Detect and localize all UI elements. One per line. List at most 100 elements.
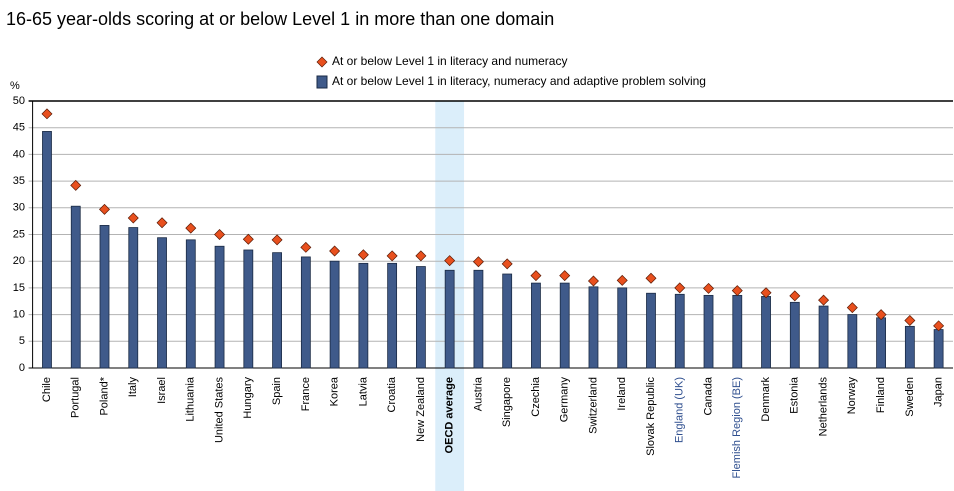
legend-marker [316,56,328,68]
bar [415,266,426,369]
x-tick-label: Israel [156,377,168,404]
bar [272,252,282,369]
x-tick-label: Germany [559,377,571,423]
bar [42,131,52,369]
bar [761,296,771,369]
bar [847,314,858,369]
x-tick-label: Portugal [70,377,82,418]
diamond-marker [875,309,887,321]
x-tick-label: Austria [472,376,484,411]
bar [185,239,196,369]
bar [531,282,541,369]
bar [646,292,656,369]
diamond-marker [185,222,197,234]
bar [789,301,800,369]
diamond-marker [530,270,542,282]
y-tick-label: 25 [13,228,25,240]
y-tick-label: 20 [13,255,25,267]
diamond-marker [300,241,312,253]
y-axis-label: % [10,80,20,92]
diamond-marker [616,274,628,286]
x-tick-label: Spain [271,377,283,405]
diamond-marker [329,245,341,257]
diamond-marker [933,320,945,332]
diamond-marker [444,255,456,267]
x-tick-label: Estonia [789,376,801,414]
y-tick-label: 45 [13,122,25,134]
diamond-marker [904,314,916,326]
bar [876,317,886,369]
bar [358,262,369,369]
x-tick-label: Flemish Region (BE) [731,377,743,478]
diamond-marker [645,272,657,284]
bar [243,249,254,369]
bar [617,287,628,369]
y-tick-label: 5 [19,335,25,347]
bar [99,225,110,369]
x-tick-label: Switzerland [587,377,599,434]
y-tick-label: 40 [13,148,25,160]
x-tick-label: Croatia [386,376,398,412]
diamond-marker [789,290,801,302]
bar [444,269,455,369]
x-tick-label: Slovak Republic [645,377,657,456]
diamond-marker [703,282,715,294]
y-tick-label: 15 [13,282,25,294]
x-tick-label: Ireland [616,377,628,411]
diamond-marker [214,229,226,240]
diamond-marker [846,302,858,314]
diamond-marker [156,217,168,229]
x-tick-label: United States [213,377,225,444]
x-tick-label: Sweden [904,377,916,417]
bar [904,325,915,369]
bar [387,262,398,369]
diamond-marker [70,179,82,191]
y-tick-label: 35 [13,175,25,187]
bar [732,294,743,369]
diamond-marker [271,234,283,246]
legend-label: At or below Level 1 in literacy, numerac… [332,74,706,88]
bar [588,286,599,369]
diamond-marker [760,287,772,299]
x-tick-label: Chile [41,377,53,402]
bar [300,256,311,369]
chart-title: 16-65 year-olds scoring at or below Leve… [6,9,554,29]
y-tick-label: 10 [13,309,25,321]
diamond-marker [386,250,398,262]
diamond-marker [41,108,53,120]
bar [703,294,714,369]
bar [559,282,570,369]
x-tick-label: Poland* [98,376,110,415]
bar [674,293,685,369]
y-tick-label: 50 [13,95,25,107]
diamond-marker [99,203,111,215]
x-tick-label: Singapore [501,377,513,427]
bar [329,260,340,369]
bar [502,273,513,369]
bar [818,305,829,369]
diamond-marker [501,258,513,270]
y-tick-label: 0 [19,362,25,374]
x-tick-label: Japan [933,377,945,407]
x-tick-label: OECD average [444,377,456,453]
x-tick-label: Korea [329,376,341,406]
x-tick-label: Hungary [242,377,254,419]
legend-label: At or below Level 1 in literacy and nume… [332,54,567,68]
legend-marker [316,75,328,89]
bar [214,245,225,369]
diamond-marker [242,233,254,245]
diamond-marker [674,282,686,294]
diamond-marker [559,270,571,282]
x-tick-label: Lithuania [185,376,197,422]
x-tick-label: England (UK) [674,377,686,443]
x-tick-label: New Zealand [415,377,427,442]
diamond-marker [415,250,427,262]
x-tick-label: Italy [127,377,139,398]
x-tick-label: Norway [846,377,858,415]
x-tick-label: France [300,377,312,411]
diamond-marker [357,249,369,261]
diamond-marker [127,212,139,224]
x-tick-label: Netherlands [817,377,829,437]
x-tick-label: Denmark [760,377,772,422]
